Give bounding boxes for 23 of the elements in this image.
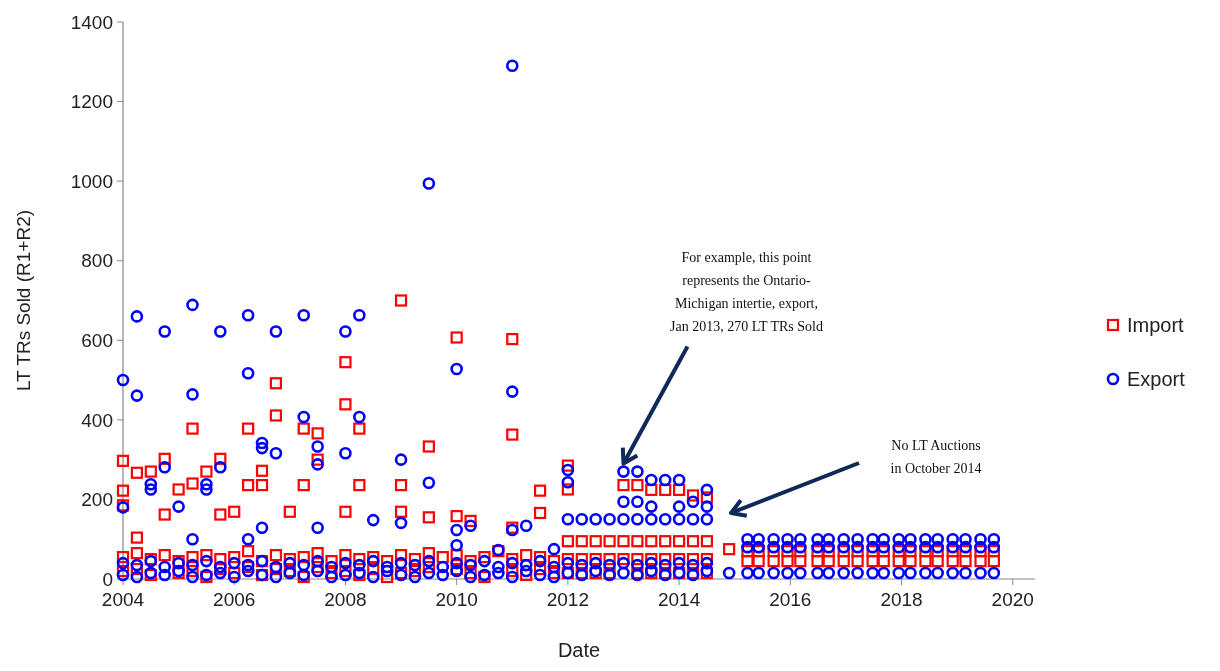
y-tick-label: 800 [81,250,113,272]
x-tick-label: 2006 [213,589,256,610]
legend-label: Import [1127,314,1185,336]
x-tick-label: 2018 [880,589,923,610]
y-tick-label: 0 [102,568,113,590]
x-tick-label: 2012 [546,589,590,610]
x-tick-label: 2004 [101,589,145,610]
y-tick-label: 1400 [70,11,113,33]
x-tick-label: 2008 [324,589,367,610]
x-axis-title: Date [557,639,601,661]
y-tick-label: 400 [81,409,113,431]
y-tick-label: 1000 [70,170,113,192]
x-tick-label: 2010 [435,589,478,610]
x-tick-label: 2020 [991,589,1034,610]
annotation: No LT Auctions in October 2014 [890,438,982,476]
y-axis-title: LT TRs Sold (R1+R2) [13,209,34,392]
legend-label: Export [1127,368,1186,390]
y-tick-label: 200 [81,489,113,511]
annotation: For example, this point represents the Ontario-Michigan intertie, export, Jan 2013, 270 LT TRs Sold [669,249,823,334]
x-tick-label: 2014 [657,589,701,610]
x-tick-label: 2016 [769,589,812,610]
y-tick-label: 1200 [70,91,113,113]
y-tick-label: 600 [81,329,113,351]
